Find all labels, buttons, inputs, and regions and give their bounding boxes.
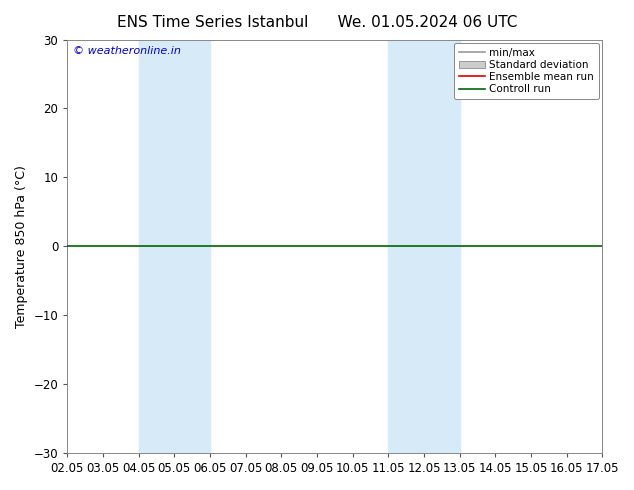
Bar <box>139 40 210 453</box>
Legend: min/max, Standard deviation, Ensemble mean run, Controll run: min/max, Standard deviation, Ensemble me… <box>454 43 599 99</box>
Y-axis label: Temperature 850 hPa (°C): Temperature 850 hPa (°C) <box>15 165 28 328</box>
Bar <box>388 40 460 453</box>
Text: ENS Time Series Istanbul      We. 01.05.2024 06 UTC: ENS Time Series Istanbul We. 01.05.2024 … <box>117 15 517 30</box>
Text: © weatheronline.in: © weatheronline.in <box>73 46 181 56</box>
